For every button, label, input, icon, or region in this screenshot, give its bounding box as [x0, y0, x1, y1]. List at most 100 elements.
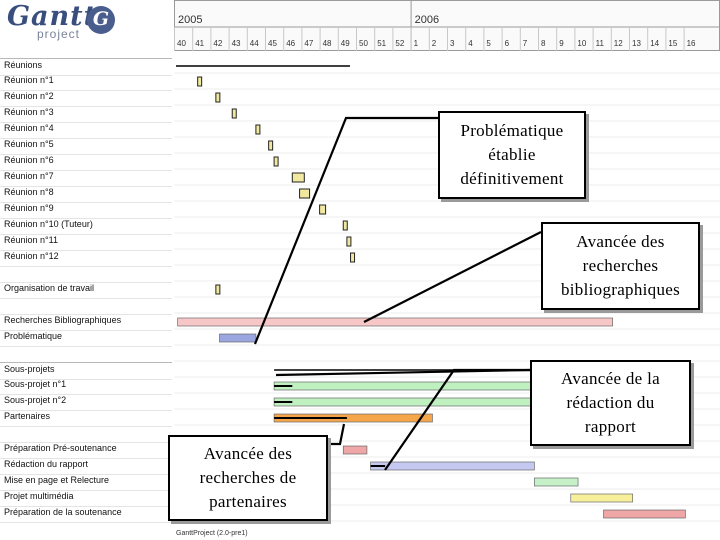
callout-line: Problématique: [460, 121, 564, 140]
task-label: Réunion n°4: [4, 123, 54, 133]
task-label: Organisation de travail: [4, 283, 95, 293]
task-label: Réunion n°9: [4, 203, 54, 213]
footer-version: GanttProject (2.0-pre1): [176, 530, 248, 537]
task-row[interactable]: Organisation de travail: [0, 282, 172, 299]
callout-text: Avancée des recherches bibliographiques: [561, 230, 680, 302]
task-row[interactable]: Réunion n°11: [0, 234, 172, 251]
meeting-marker: [342, 220, 348, 231]
callout-connector: [384, 368, 530, 471]
callout-line: recherches de: [199, 468, 297, 487]
bar-sous-projet-1: [273, 381, 548, 391]
task-label: Réunions: [4, 60, 43, 70]
task-row[interactable]: [0, 346, 172, 363]
task-label: Sous-projet n°1: [4, 379, 67, 389]
meeting-marker: [197, 76, 203, 87]
week-label: 44: [250, 39, 259, 48]
week-label: 41: [195, 39, 204, 48]
task-row[interactable]: [0, 426, 172, 443]
task-row[interactable]: Réunion n°6: [0, 154, 172, 171]
task-label: Partenaires: [4, 411, 51, 421]
task-row[interactable]: Mise en page et Relecture: [0, 474, 172, 491]
task-row[interactable]: [0, 298, 172, 315]
task-row[interactable]: Réunion n°9: [0, 202, 172, 219]
task-row[interactable]: Recherches Bibliographiques: [0, 314, 172, 331]
week-label: 47: [304, 39, 313, 48]
task-row[interactable]: Réunion n°7: [0, 170, 172, 187]
meeting-marker: [215, 92, 221, 103]
task-label: Mise en page et Relecture: [4, 475, 110, 485]
callout-line: définitivement: [460, 169, 564, 188]
week-label: 43: [232, 39, 241, 48]
meeting-marker: [255, 124, 261, 135]
callout-line: recherches: [582, 256, 659, 275]
task-label: Réunion n°11: [4, 235, 58, 245]
bar-preparation-soutenance: [603, 509, 686, 519]
task-row[interactable]: Réunion n°3: [0, 106, 172, 123]
callout-line: Avancée des: [576, 232, 665, 251]
task-label: Projet multimédia: [4, 491, 74, 501]
week-label: 51: [377, 39, 386, 48]
task-row[interactable]: Préparation Pré-soutenance: [0, 442, 172, 459]
bar-sous-projet-2: [273, 397, 548, 407]
logo-g-icon: G: [87, 6, 115, 34]
task-label: Réunion n°7: [4, 171, 54, 181]
task-row[interactable]: Sous-projet n°1: [0, 378, 172, 395]
bar-projet-multimedia: [570, 493, 633, 503]
bar-redaction-rapport: [370, 461, 535, 471]
task-label: Recherches Bibliographiques: [4, 315, 122, 325]
week-label: 10: [577, 39, 586, 48]
week-label: 12: [614, 39, 623, 48]
task-row[interactable]: Projet multimédia: [0, 490, 172, 507]
logo-text-gantt: Gantt: [7, 1, 98, 32]
task-row[interactable]: Réunion n°4: [0, 122, 172, 139]
task-label: Problématique: [4, 331, 63, 341]
task-row[interactable]: Réunion n°5: [0, 138, 172, 155]
week-label: 5: [486, 39, 491, 48]
task-row[interactable]: Préparation de la soutenance: [0, 506, 172, 523]
week-label: 46: [286, 39, 295, 48]
week-label: 52: [395, 39, 404, 48]
week-label: 15: [668, 39, 677, 48]
callout-problematique: Problématique établie définitivement: [438, 111, 586, 199]
week-label: 8: [541, 39, 546, 48]
task-row[interactable]: Réunion n°8: [0, 186, 172, 203]
task-label: Préparation Pré-soutenance: [4, 443, 117, 453]
meeting-marker: [273, 156, 279, 167]
week-label: 49: [341, 39, 350, 48]
task-label: Réunion n°8: [4, 187, 54, 197]
task-label: Sous-projets: [4, 364, 55, 374]
task-row[interactable]: Sous-projet n°2: [0, 394, 172, 411]
task-label: Réunion n°10 (Tuteur): [4, 219, 93, 229]
meeting-marker: [231, 108, 237, 119]
task-row[interactable]: Sous-projets: [0, 362, 172, 380]
task-row[interactable]: Réunion n°2: [0, 90, 172, 107]
week-label: 16: [687, 39, 696, 48]
task-label: Réunion n°2: [4, 91, 54, 101]
year-label: 2006: [415, 14, 439, 26]
task-label: Réunion n°3: [4, 107, 54, 117]
callout-line: établie: [488, 145, 536, 164]
week-label: 50: [359, 39, 368, 48]
week-label: 2: [432, 39, 437, 48]
bar-problematique: [219, 333, 257, 343]
callout-recherches-bibliographiques: Avancée des recherches bibliographiques: [541, 222, 700, 310]
year-label: 2005: [178, 14, 202, 26]
callout-connector: [363, 231, 542, 323]
callout-line: bibliographiques: [560, 280, 681, 299]
task-row[interactable]: [0, 266, 172, 283]
meeting-marker: [291, 172, 305, 183]
task-row[interactable]: Réunions: [0, 58, 172, 76]
callout-line: partenaires: [209, 492, 287, 511]
task-label: Réunion n°6: [4, 155, 54, 165]
task-row[interactable]: Réunion n°12: [0, 250, 172, 267]
task-row[interactable]: Rédaction du rapport: [0, 458, 172, 475]
bar-recherches-bibliographiques: [177, 317, 613, 327]
task-row[interactable]: Réunion n°10 (Tuteur): [0, 218, 172, 235]
task-row[interactable]: Problématique: [0, 330, 172, 347]
callout-line: rapport: [584, 417, 637, 436]
meeting-marker: [268, 140, 274, 151]
task-row[interactable]: Partenaires: [0, 410, 172, 427]
task-row[interactable]: Réunion n°1: [0, 74, 172, 91]
week-label: 40: [177, 39, 186, 48]
